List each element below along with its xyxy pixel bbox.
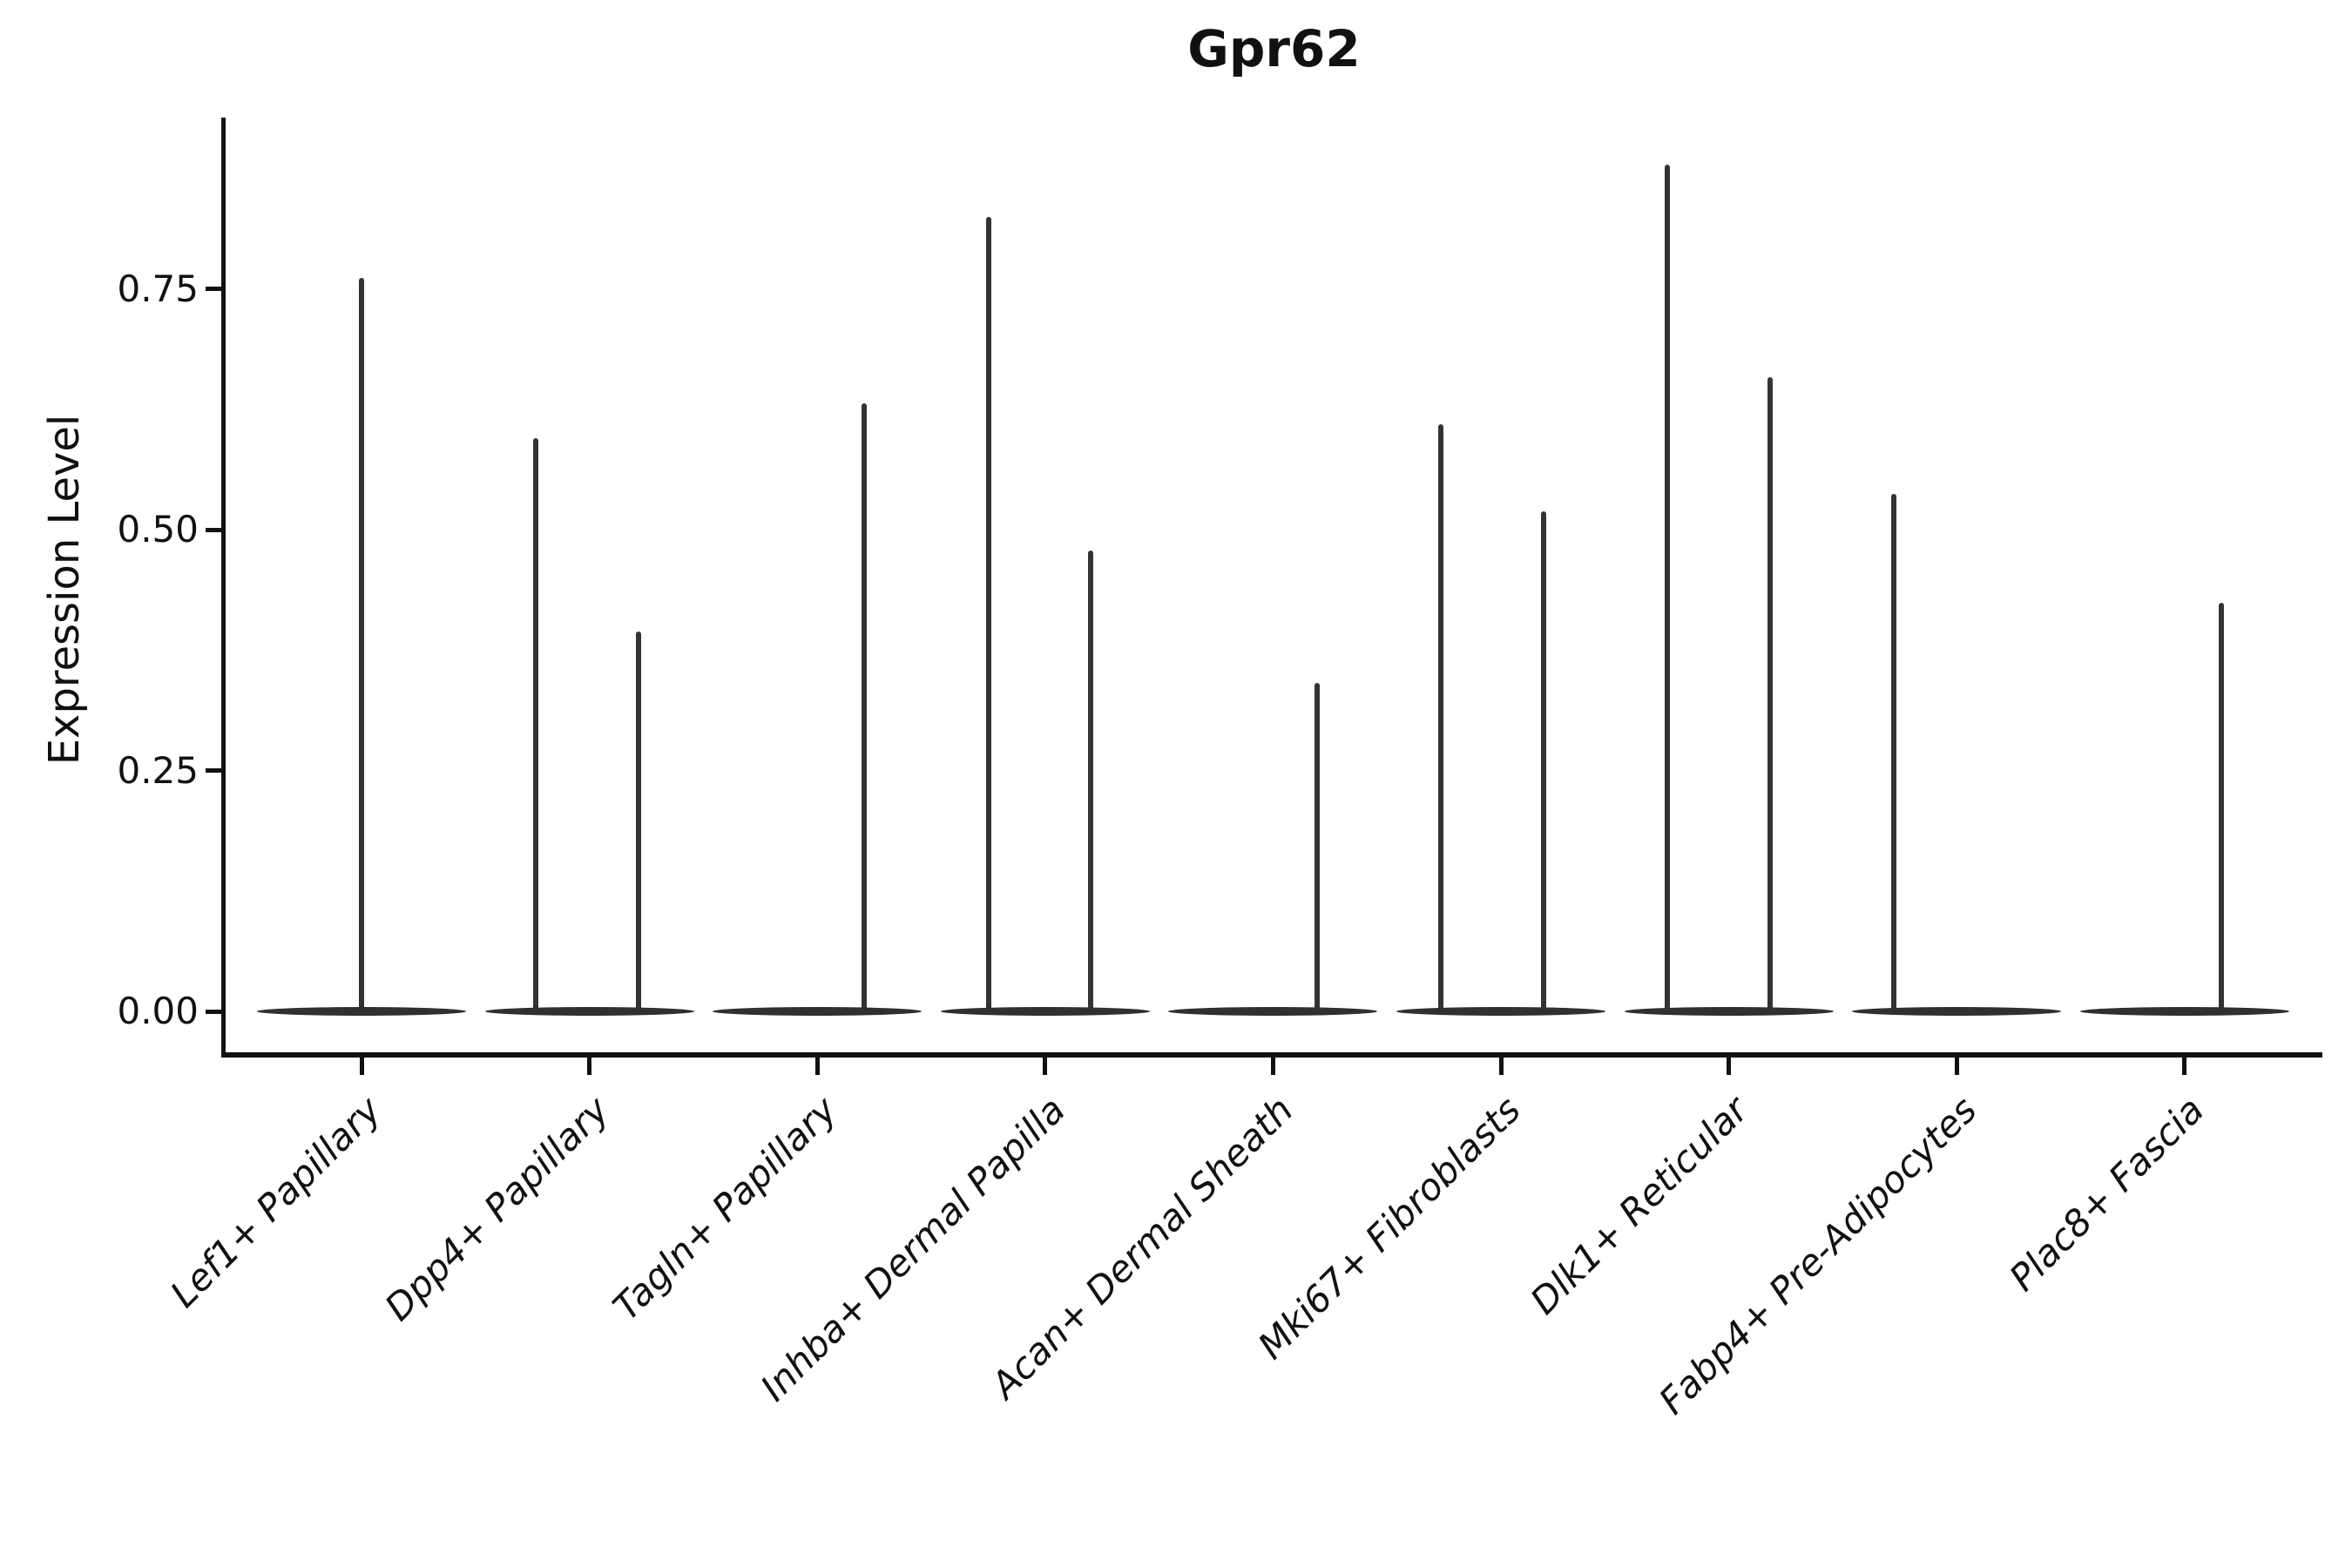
violin-base	[1852, 1007, 2062, 1016]
y-tick-label: 0.75	[117, 267, 199, 310]
y-tick	[206, 287, 221, 291]
x-tick-label: Tagln+ Papillary	[605, 1088, 846, 1329]
y-tick-label: 0.25	[117, 748, 199, 792]
violin-spike	[985, 216, 991, 1015]
y-tick	[206, 1009, 221, 1014]
violin-base	[2079, 1007, 2289, 1016]
violin-spike	[359, 278, 364, 1015]
violin-spike	[862, 403, 868, 1015]
violin-spike	[1314, 682, 1320, 1015]
x-tick	[2182, 1058, 2187, 1075]
violin-base	[940, 1007, 1150, 1016]
violin-spike	[1540, 510, 1546, 1015]
y-tick	[206, 527, 221, 532]
violin-spike	[1437, 424, 1443, 1015]
violin-spike	[1890, 494, 1896, 1015]
x-tick	[587, 1058, 592, 1075]
violin-spike	[636, 632, 642, 1015]
y-tick-label: 0.50	[117, 508, 199, 551]
violin-base	[1168, 1007, 1378, 1016]
x-tick-label: Mki67+ Fibroblasts	[1249, 1088, 1529, 1368]
x-tick-label: Dpp4+ Papillary	[376, 1088, 618, 1329]
y-tick-label: 0.00	[117, 990, 199, 1032]
violin-base	[1396, 1007, 1605, 1016]
violin-spike	[533, 437, 539, 1015]
x-tick-label: Lef1+ Papillary	[162, 1088, 389, 1316]
violin-base	[713, 1007, 923, 1016]
y-tick	[206, 768, 221, 773]
x-tick	[1043, 1058, 1048, 1075]
plot-title: Gpr62	[1187, 19, 1361, 78]
violin-spike	[1088, 551, 1094, 1015]
y-axis-spine	[221, 118, 226, 1058]
x-tick	[1954, 1058, 1959, 1075]
x-tick-label: Dlk1+ Reticular	[1522, 1088, 1757, 1323]
violin-spike	[1664, 164, 1670, 1015]
violin-base	[484, 1007, 694, 1016]
x-tick	[1498, 1058, 1504, 1075]
x-tick	[1270, 1058, 1275, 1075]
violin-spike	[1767, 377, 1773, 1015]
x-tick-label: Plac8+ Fascia	[2001, 1088, 2213, 1300]
x-tick	[814, 1058, 820, 1075]
violin-base	[257, 1007, 466, 1016]
x-tick	[1727, 1058, 1732, 1075]
violin-base	[1624, 1007, 1834, 1016]
violin-spike	[2218, 603, 2224, 1015]
x-tick	[359, 1058, 364, 1075]
x-axis-spine	[221, 1052, 2322, 1058]
